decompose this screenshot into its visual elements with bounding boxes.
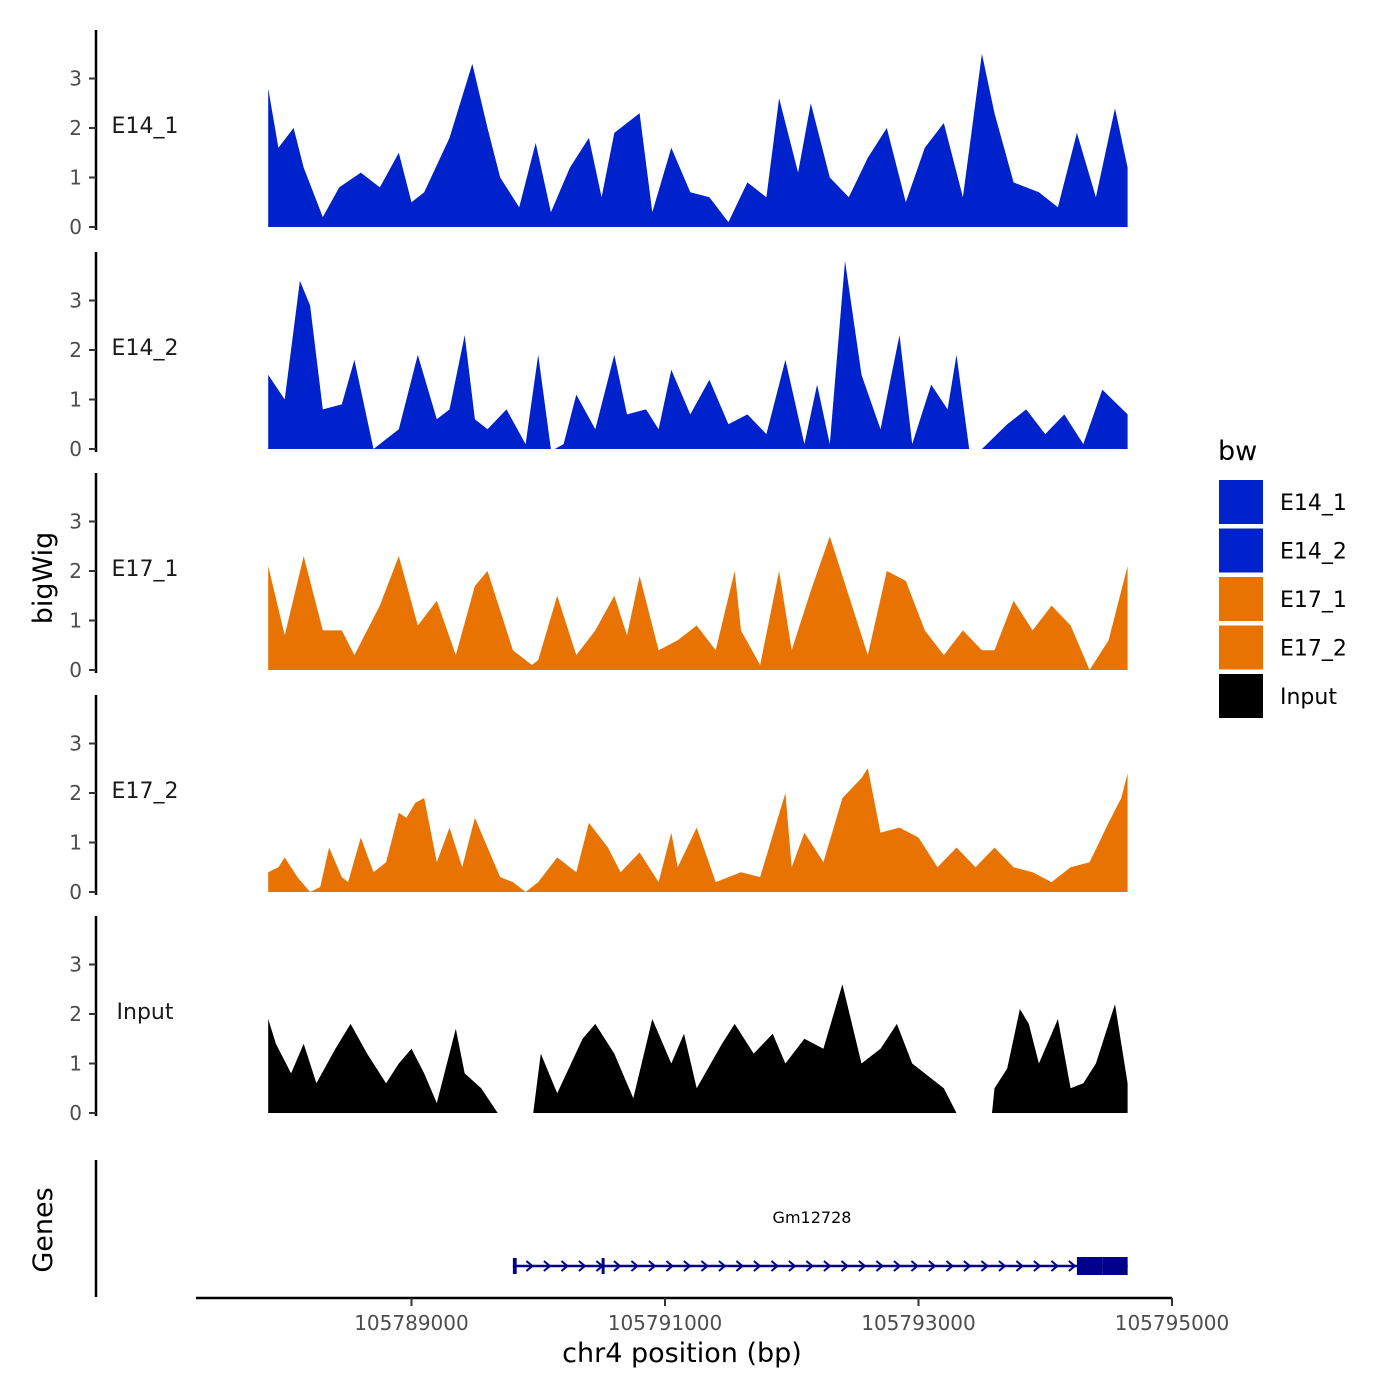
- y-tick-label: 2: [69, 338, 82, 362]
- y-tick-label: 0: [69, 215, 82, 239]
- track-label: E14_1: [112, 114, 179, 139]
- strand-chevron: [910, 1260, 919, 1272]
- y-tick-label: 1: [69, 166, 82, 190]
- legend-key: [1219, 480, 1263, 524]
- y-tick-label: 0: [69, 437, 82, 461]
- strand-chevron: [840, 1260, 849, 1272]
- strand-chevron: [700, 1260, 709, 1272]
- x-tick-label: 105795000: [1115, 1311, 1230, 1335]
- y-tick-label: 2: [69, 781, 82, 805]
- y-tick-label: 1: [69, 1052, 82, 1076]
- y-tick-label: 3: [69, 953, 82, 977]
- exon: [512, 1258, 517, 1274]
- y-tick-label: 1: [69, 831, 82, 855]
- strand-chevron: [525, 1260, 534, 1272]
- legend-key: [1219, 577, 1263, 621]
- strand-chevron: [823, 1260, 832, 1272]
- strand-chevron: [578, 1260, 587, 1272]
- y-tick-label: 2: [69, 559, 82, 583]
- track-label: E17_1: [112, 557, 179, 582]
- strand-chevron: [683, 1260, 692, 1272]
- strand-chevron: [718, 1260, 727, 1272]
- strand-chevron: [998, 1260, 1007, 1272]
- track-label: Input: [117, 1000, 174, 1025]
- track-label: E14_2: [112, 336, 179, 361]
- y-tick-label: 3: [69, 510, 82, 534]
- x-axis-title: chr4 position (bp): [562, 1338, 802, 1369]
- legend: bw E14_1 E14_2 E17_1 E17_2 Input: [1218, 436, 1347, 718]
- legend-key: [1219, 674, 1263, 718]
- exon: [601, 1258, 605, 1274]
- strand-chevron: [980, 1260, 989, 1272]
- gene-name-label: Gm12728: [773, 1208, 852, 1227]
- track-label: E17_2: [112, 779, 179, 804]
- legend-title: bw: [1218, 436, 1257, 467]
- legend-key: [1219, 625, 1263, 670]
- strand-chevron: [875, 1260, 884, 1272]
- legend-entry-label: E17_2: [1280, 637, 1347, 662]
- y-tick-label: 2: [69, 1002, 82, 1026]
- strand-chevron: [648, 1260, 657, 1272]
- track-input: 0 1 2 3 Input: [69, 916, 1128, 1125]
- strand-chevron: [945, 1260, 954, 1272]
- exon: [1076, 1257, 1103, 1275]
- area-series-e14-1: [268, 53, 1128, 227]
- track-e17-1: 0 1 2 3 E17_1: [69, 473, 1128, 682]
- area-series-input: [268, 984, 1128, 1113]
- strand-chevron: [1015, 1260, 1024, 1272]
- strand-chevron: [858, 1260, 867, 1272]
- strand-chevron: [665, 1260, 674, 1272]
- strand-chevron: [1033, 1260, 1042, 1272]
- strand-chevron: [560, 1260, 569, 1272]
- legend-key: [1219, 528, 1263, 573]
- x-axis: 105789000 105791000 105793000 105795000: [196, 1296, 1230, 1335]
- strand-chevron: [1050, 1260, 1059, 1272]
- exon: [1102, 1257, 1128, 1275]
- y-tick-label: 3: [69, 732, 82, 756]
- area-series-e17-1: [268, 536, 1128, 670]
- strand-chevron: [788, 1260, 797, 1272]
- track-e17-2: 0 1 2 3 E17_2: [69, 695, 1128, 904]
- x-tick-label: 105791000: [608, 1311, 723, 1335]
- x-tick-label: 105789000: [354, 1311, 469, 1335]
- y-tick-label: 3: [69, 67, 82, 91]
- bigwig-tracks: 0 1 2 3 E14_1 0 1 2 3 E14_2 0 1 2 3 E17_1 0 1 2 3 E17_2 0 1 2 3…: [69, 30, 1128, 1125]
- track-e14-2: 0 1 2 3 E14_2: [69, 252, 1128, 461]
- legend-entry-label: E14_1: [1280, 491, 1347, 516]
- y-tick-label: 0: [69, 1101, 82, 1125]
- strand-chevron: [893, 1260, 902, 1272]
- track-e14-1: 0 1 2 3 E14_1: [69, 30, 1128, 239]
- strand-chevron: [928, 1260, 937, 1272]
- strand-chevron: [805, 1260, 814, 1272]
- strand-chevron: [963, 1260, 972, 1272]
- strand-chevron: [613, 1260, 622, 1272]
- y-tick-label: 2: [69, 116, 82, 140]
- strand-chevron: [770, 1260, 779, 1272]
- strand-chevron: [630, 1260, 639, 1272]
- strand-chevron: [1068, 1260, 1077, 1272]
- strand-chevron: [735, 1260, 744, 1272]
- area-series-e14-2: [268, 260, 1128, 449]
- y-tick-label: 0: [69, 658, 82, 682]
- y-axis-title: bigWig: [28, 532, 59, 625]
- area-series-e17-2: [268, 768, 1128, 892]
- legend-entry-label: E17_1: [1280, 588, 1347, 613]
- genes-axis-title: Genes: [28, 1187, 59, 1272]
- y-tick-label: 3: [69, 289, 82, 313]
- y-tick-label: 0: [69, 880, 82, 904]
- y-tick-label: 1: [69, 609, 82, 633]
- gene-track: Gm12728: [94, 1160, 1128, 1297]
- legend-entry-label: Input: [1280, 685, 1337, 710]
- strand-chevron: [753, 1260, 762, 1272]
- strand-chevron: [543, 1260, 552, 1272]
- legend-entry-label: E14_2: [1280, 540, 1347, 565]
- x-tick-label: 105793000: [861, 1311, 976, 1335]
- y-tick-label: 1: [69, 388, 82, 412]
- gene-model: [512, 1257, 1128, 1275]
